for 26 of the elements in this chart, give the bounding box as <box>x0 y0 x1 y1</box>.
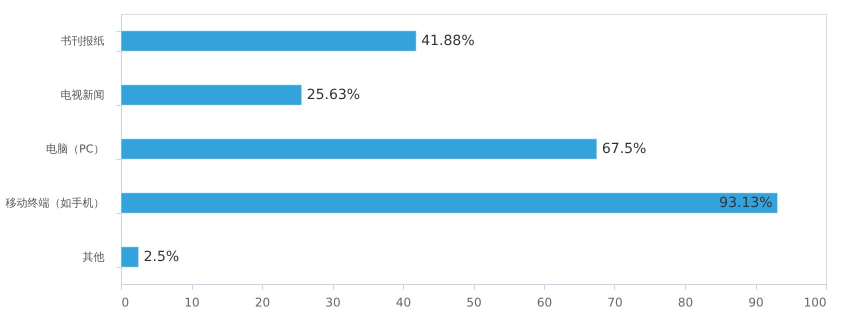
data-label: 93.13% <box>719 195 773 211</box>
x-tick-label: 90 <box>748 296 764 310</box>
y-tick-label: 其他 <box>82 250 104 264</box>
bar <box>120 192 778 214</box>
data-label: 67.5% <box>602 141 646 157</box>
data-label: 41.88% <box>421 33 475 49</box>
y-tick-label: 电脑（PC） <box>46 142 104 156</box>
x-tick-label: 40 <box>396 296 412 310</box>
bar <box>120 84 302 106</box>
x-tick-label: 70 <box>607 296 623 310</box>
data-label: 2.5% <box>144 249 180 265</box>
x-tick-label: 50 <box>466 296 482 310</box>
x-tick-label: 80 <box>678 296 694 310</box>
x-tick-label: 100 <box>804 296 826 310</box>
x-tick-label: 10 <box>184 296 200 310</box>
y-tick-label: 移动终端（如手机） <box>6 196 104 210</box>
x-tick-label: 0 <box>122 296 130 310</box>
y-tick-label: 电视新闻 <box>60 88 104 102</box>
x-tick-label: 20 <box>254 296 270 310</box>
data-label: 25.63% <box>306 87 360 103</box>
y-tick-label: 书刊报纸 <box>60 34 104 48</box>
x-tick-label: 30 <box>325 296 341 310</box>
bar <box>120 30 417 52</box>
x-tick-label: 60 <box>536 296 552 310</box>
bar <box>120 246 140 268</box>
bar <box>120 138 598 160</box>
